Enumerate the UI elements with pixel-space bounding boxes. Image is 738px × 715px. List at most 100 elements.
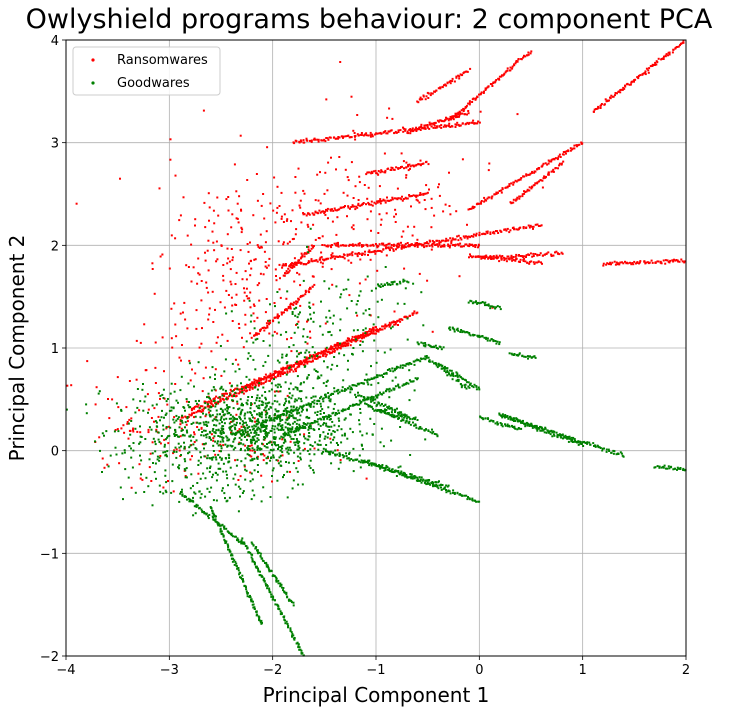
data-point-goodwares (369, 462, 372, 465)
data-point-ransomwares (349, 207, 351, 210)
data-point-ransomwares (342, 256, 345, 259)
data-point-goodwares (241, 431, 244, 434)
data-point-ransomwares (290, 303, 293, 306)
data-point-ransomwares (466, 223, 468, 226)
data-point-goodwares (296, 386, 299, 389)
data-point-ransomwares (323, 244, 326, 247)
data-point-goodwares (456, 374, 459, 377)
data-point-ransomwares (339, 206, 342, 209)
data-point-goodwares (221, 425, 224, 428)
data-point-ransomwares (449, 79, 452, 82)
data-point-goodwares (228, 417, 231, 420)
data-point-ransomwares (544, 162, 547, 165)
data-point-ransomwares (231, 320, 234, 322)
data-point-goodwares (261, 400, 263, 403)
data-point-ransomwares (330, 254, 333, 256)
data-point-ransomwares (469, 255, 472, 258)
data-point-goodwares (422, 478, 425, 481)
data-point-ransomwares (375, 132, 378, 135)
data-point-goodwares (316, 402, 319, 405)
data-point-goodwares (327, 392, 330, 394)
data-point-ransomwares (400, 235, 403, 238)
data-point-ransomwares (228, 382, 231, 385)
data-point-ransomwares (427, 242, 430, 245)
data-point-ransomwares (503, 72, 506, 75)
data-point-ransomwares (317, 138, 320, 141)
data-point-goodwares (426, 479, 429, 482)
data-point-ransomwares (506, 227, 509, 230)
data-point-ransomwares (461, 112, 464, 115)
data-point-goodwares (459, 493, 462, 496)
data-point-ransomwares (370, 332, 373, 335)
data-point-goodwares (307, 403, 310, 406)
data-point-goodwares (221, 487, 224, 490)
data-point-goodwares (258, 399, 261, 402)
data-point-goodwares (401, 366, 404, 369)
data-point-goodwares (165, 481, 168, 484)
data-point-ransomwares (400, 245, 403, 248)
data-point-ransomwares (260, 474, 263, 477)
data-point-ransomwares (447, 239, 450, 242)
data-point-goodwares (194, 492, 197, 495)
data-point-ransomwares (361, 333, 364, 336)
data-point-goodwares (215, 409, 218, 412)
data-point-ransomwares (356, 252, 359, 255)
data-point-ransomwares (295, 370, 297, 373)
data-point-goodwares (165, 426, 168, 429)
data-point-ransomwares (282, 243, 285, 246)
data-point-goodwares (234, 483, 237, 486)
data-point-goodwares (236, 384, 239, 387)
data-point-goodwares (366, 381, 369, 384)
data-point-ransomwares (547, 162, 550, 165)
data-point-ransomwares (206, 249, 209, 252)
data-point-ransomwares (249, 385, 252, 388)
data-point-ransomwares (269, 377, 272, 380)
data-point-ransomwares (421, 98, 424, 101)
data-point-ransomwares (357, 204, 360, 207)
data-point-goodwares (334, 412, 337, 415)
data-point-ransomwares (644, 71, 647, 74)
data-point-ransomwares (147, 428, 150, 431)
data-point-goodwares (251, 459, 254, 462)
data-point-goodwares (365, 432, 368, 435)
data-point-ransomwares (504, 257, 507, 260)
data-point-goodwares (366, 398, 369, 401)
data-point-goodwares (302, 381, 305, 384)
data-point-goodwares (469, 383, 472, 386)
data-point-goodwares (265, 435, 268, 438)
data-point-goodwares (378, 402, 381, 405)
data-point-goodwares (306, 377, 309, 380)
data-point-ransomwares (359, 258, 362, 261)
data-point-ransomwares (661, 57, 663, 60)
data-point-goodwares (246, 438, 248, 441)
data-point-goodwares (438, 363, 440, 366)
data-point-ransomwares (351, 254, 354, 257)
data-point-ransomwares (333, 257, 336, 260)
data-point-ransomwares (496, 191, 499, 194)
data-point-goodwares (416, 476, 419, 479)
data-point-goodwares (384, 409, 387, 412)
data-point-ransomwares (372, 327, 375, 330)
data-point-goodwares (323, 360, 325, 363)
data-point-ransomwares (289, 364, 292, 367)
data-point-ransomwares (266, 326, 269, 329)
data-point-goodwares (281, 424, 284, 427)
data-point-ransomwares (259, 272, 262, 275)
data-point-goodwares (383, 351, 386, 354)
data-point-goodwares (192, 443, 195, 446)
data-point-ransomwares (251, 381, 254, 384)
data-point-goodwares (419, 360, 422, 363)
data-point-ransomwares (364, 278, 367, 281)
data-point-goodwares (292, 462, 295, 465)
data-point-goodwares (268, 415, 271, 417)
data-point-ransomwares (478, 234, 481, 237)
data-point-ransomwares (357, 337, 360, 340)
data-point-goodwares (293, 430, 296, 433)
data-point-ransomwares (482, 256, 484, 259)
data-point-ransomwares (468, 208, 471, 210)
data-point-ransomwares (428, 127, 431, 130)
data-point-goodwares (208, 437, 211, 440)
data-point-ransomwares (489, 255, 492, 258)
data-point-ransomwares (488, 162, 491, 165)
data-point-goodwares (256, 446, 259, 449)
